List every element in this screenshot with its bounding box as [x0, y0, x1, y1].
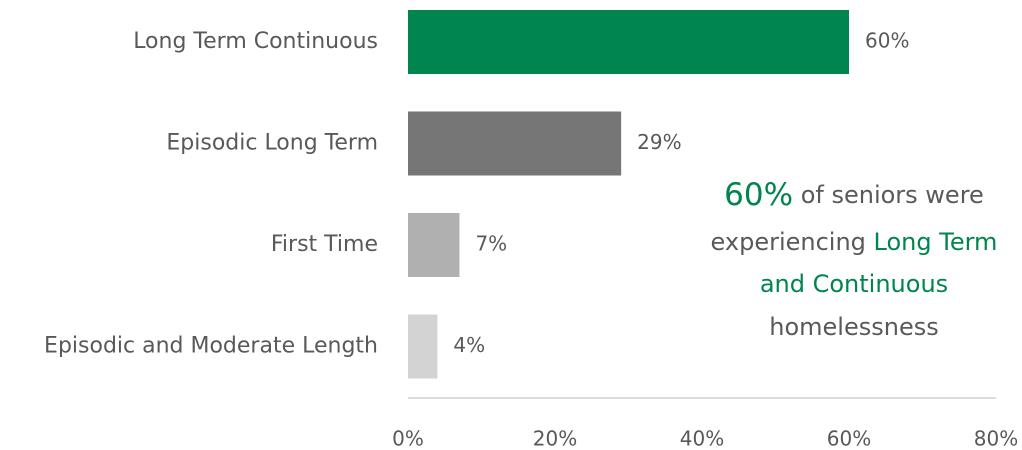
y-tick-label: Episodic and Moderate Length: [44, 334, 378, 359]
annotation-text: of seniors were: [793, 181, 984, 209]
annotation-highlight: 60%: [724, 177, 793, 213]
value-label: 29%: [637, 130, 681, 154]
annotation-text: experiencing: [711, 228, 874, 256]
bar: [408, 10, 849, 74]
annotation-line: homelessness: [769, 313, 938, 341]
value-label: 60%: [865, 29, 909, 53]
y-tick-label: First Time: [271, 232, 378, 257]
annotation-line: 60% of seniors were: [724, 177, 984, 213]
x-tick-label: 20%: [533, 427, 577, 450]
x-tick-label: 0%: [392, 427, 424, 450]
annotation-highlight: and Continuous: [760, 270, 948, 298]
annotation-highlight: Long Term: [874, 228, 998, 256]
annotation-line: and Continuous: [760, 270, 948, 298]
annotation-line: experiencing Long Term: [711, 228, 998, 256]
y-tick-label: Episodic Long Term: [166, 131, 378, 156]
annotation-text: homelessness: [769, 313, 938, 341]
value-label: 7%: [475, 232, 507, 256]
bar: [408, 111, 622, 176]
bar: [408, 213, 460, 277]
x-tick-label: 40%: [680, 427, 724, 450]
x-tick-label: 80%: [974, 427, 1018, 450]
value-label: 4%: [453, 333, 485, 357]
x-tick-label: 60%: [827, 427, 871, 450]
bar: [408, 314, 438, 379]
y-tick-label: Long Term Continuous: [133, 29, 378, 54]
